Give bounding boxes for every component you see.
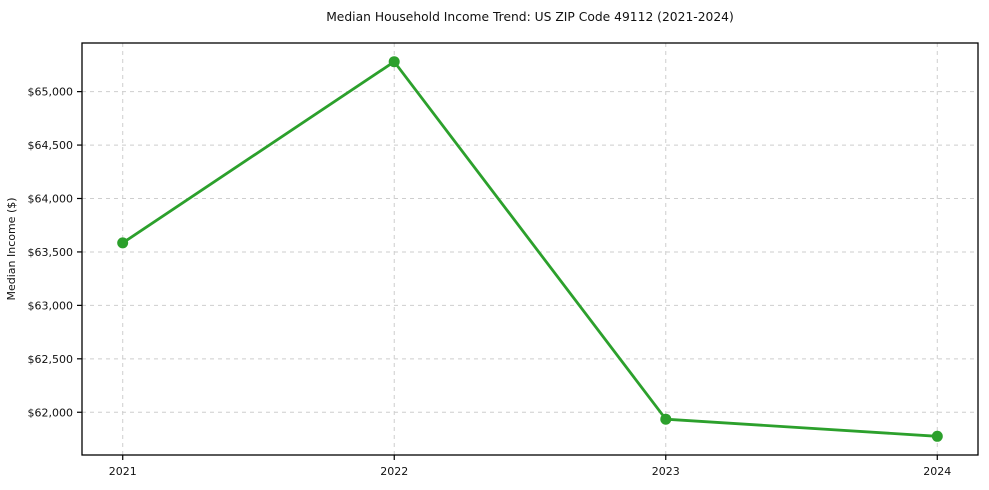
x-tick-label: 2023: [652, 465, 680, 478]
data-point-2024: [931, 430, 943, 442]
plot-border: [81, 42, 979, 456]
data-point-2023: [660, 413, 672, 425]
y-tick-label: $62,000: [28, 406, 74, 419]
y-tick-label: $64,500: [28, 139, 74, 152]
y-tick-label: $64,000: [28, 193, 74, 206]
x-tick-label: 2024: [923, 465, 951, 478]
y-tick-label: $65,000: [28, 86, 74, 99]
chart-title: Median Household Income Trend: US ZIP Co…: [326, 10, 734, 24]
y-tick-label: $63,000: [28, 299, 74, 312]
y-tick-label: $63,500: [28, 246, 74, 259]
data-point-2022: [388, 56, 400, 68]
y-tick-label: $62,500: [28, 353, 74, 366]
x-tick-label: 2021: [109, 465, 137, 478]
trend-line: [121, 60, 939, 438]
data-point-2021: [117, 237, 129, 249]
y-axis-label: Median Income ($): [5, 197, 18, 300]
x-tick-label: 2022: [380, 465, 408, 478]
plot-area: $62,000 $62,500 $63,000 $63,500 $64,000 $64,5…: [28, 42, 979, 478]
